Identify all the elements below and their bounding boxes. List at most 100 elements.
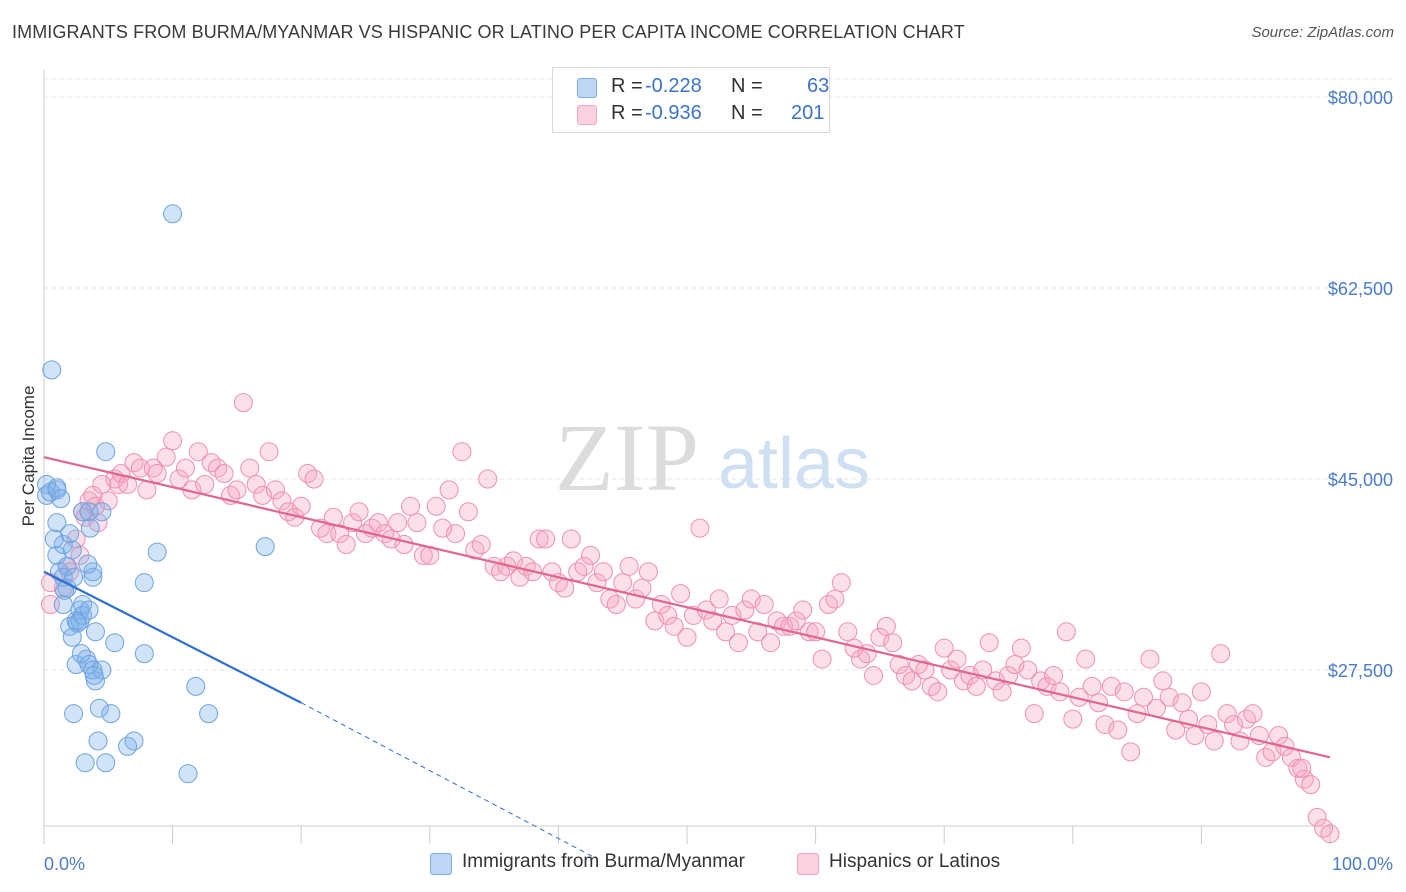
hispanic-point <box>870 627 890 647</box>
hispanic-point <box>658 605 678 625</box>
burma-point <box>255 537 275 557</box>
burma-point <box>60 616 80 636</box>
burma-point <box>55 580 75 600</box>
hispanic-point <box>1153 671 1173 691</box>
hispanic-point <box>1211 644 1231 664</box>
watermark: ZIP atlas <box>555 404 870 511</box>
hispanic-point <box>536 529 556 549</box>
hispanic-point <box>92 474 112 494</box>
hispanic-point <box>638 562 658 582</box>
burma-point <box>101 704 121 724</box>
legend-r-value: -0.228 <box>645 75 702 97</box>
grid-lines <box>44 78 1393 671</box>
burma-trend-extension <box>300 702 598 860</box>
hispanic-point <box>246 474 266 494</box>
hispanic-point <box>1005 655 1025 675</box>
hispanic-point <box>195 474 215 494</box>
hispanic-point <box>851 649 871 669</box>
hispanic-point <box>883 633 903 653</box>
hispanic-point <box>754 595 774 615</box>
hispanic-point <box>818 595 838 615</box>
hispanic-point <box>240 458 260 478</box>
hispanic-point <box>214 464 234 484</box>
burma-point <box>88 731 108 751</box>
hispanic-point <box>60 562 80 582</box>
hispanic-point <box>555 578 575 598</box>
hispanic-point <box>863 665 883 685</box>
hispanic-point <box>156 447 176 467</box>
hispanic-point <box>947 649 967 669</box>
burma-point <box>96 442 116 462</box>
hispanic-point <box>433 518 453 538</box>
hispanic-point <box>452 442 472 462</box>
hispanic-point <box>1256 747 1276 767</box>
hispanic-point <box>690 518 710 538</box>
hispanic-point <box>143 458 163 478</box>
hispanic-point <box>761 633 781 653</box>
legend-n-value: 63 <box>807 75 830 97</box>
hispanic-point <box>124 453 144 473</box>
hispanic-point <box>336 534 356 554</box>
hispanic-point <box>1044 665 1064 685</box>
hispanic-point <box>458 502 478 522</box>
burma-point <box>178 764 198 784</box>
hispanic-point <box>1121 742 1141 762</box>
hispanic-point <box>1243 704 1263 724</box>
series-label-hispanic: Hispanics or Latinos <box>829 851 1001 872</box>
hispanic-point <box>85 496 105 516</box>
hispanic-point <box>902 671 922 691</box>
watermark-atlas: atlas <box>718 424 870 504</box>
y-axis-label: Per Capita Income <box>19 386 38 527</box>
correlation-legend: R = -0.228 N = 63 R = -0.936 N = 201 <box>552 67 830 133</box>
burma-point <box>62 627 82 647</box>
x-tick-label-left: 0.0% <box>44 854 85 874</box>
hispanic-point <box>118 474 138 494</box>
hispanic-point <box>66 529 86 549</box>
hispanic-point <box>349 502 369 522</box>
burma-point <box>84 665 104 685</box>
burma-point <box>105 633 125 653</box>
hispanic-point <box>574 556 594 576</box>
hispanic-point <box>446 524 466 544</box>
hispanic-point <box>561 529 581 549</box>
hispanic-point <box>1204 731 1224 751</box>
hispanic-point <box>928 682 948 702</box>
hispanic-point <box>304 469 324 489</box>
hispanic-point <box>1320 824 1340 844</box>
hispanic-point <box>1114 682 1134 702</box>
series-points <box>37 204 1340 844</box>
hispanic-trend-line <box>43 456 1331 759</box>
hispanic-point <box>529 529 549 549</box>
burma-point <box>118 736 138 756</box>
hispanic-point <box>896 665 916 685</box>
burma-point <box>47 478 67 498</box>
hispanic-point <box>606 595 626 615</box>
hispanic-point <box>233 393 253 413</box>
hispanic-point <box>439 480 459 500</box>
hispanic-point <box>298 464 318 484</box>
hispanic-point <box>921 676 941 696</box>
burma-point <box>73 502 93 522</box>
hispanic-point <box>465 540 485 560</box>
x-tick-label-right: 100.0% <box>1332 854 1393 874</box>
hispanic-point <box>876 616 896 636</box>
burma-point <box>51 489 71 509</box>
hispanic-point <box>1082 676 1102 696</box>
hispanic-point <box>999 665 1018 685</box>
hispanic-point <box>889 655 909 675</box>
hispanic-point <box>1217 704 1237 724</box>
hispanic-point <box>786 611 806 631</box>
hispanic-point <box>323 507 343 527</box>
hispanic-point <box>645 611 665 631</box>
burma-point <box>147 542 167 562</box>
hispanic-point <box>1301 775 1321 795</box>
burma-point <box>75 753 95 773</box>
burma-point <box>47 513 67 533</box>
axes <box>43 70 1331 844</box>
hispanic-point <box>1236 709 1256 729</box>
hispanic-point <box>1314 818 1334 838</box>
burma-trend-line <box>43 570 302 704</box>
legend-n-label: N = <box>731 102 763 124</box>
y-tick-label: $80,000 <box>1328 88 1393 108</box>
